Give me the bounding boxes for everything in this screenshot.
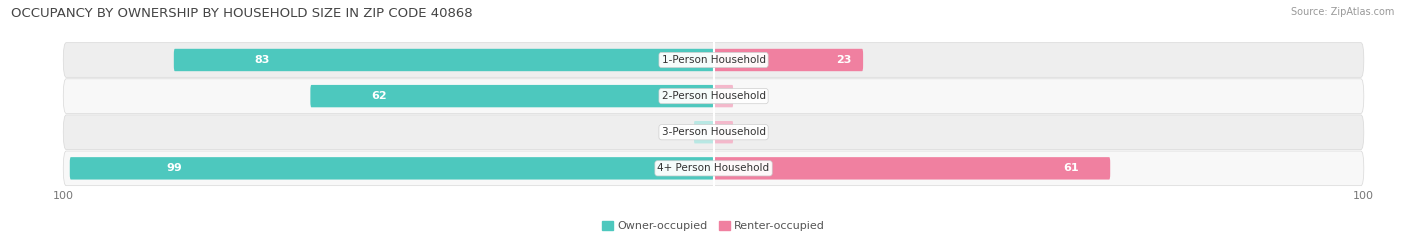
Text: 0: 0 [742,91,749,101]
Text: 0: 0 [678,127,685,137]
Text: 0: 0 [742,127,749,137]
Text: 83: 83 [254,55,270,65]
Text: 61: 61 [1063,163,1078,173]
FancyBboxPatch shape [70,157,713,180]
FancyBboxPatch shape [713,121,733,144]
FancyBboxPatch shape [63,79,1364,113]
Text: Source: ZipAtlas.com: Source: ZipAtlas.com [1291,7,1395,17]
Text: 4+ Person Household: 4+ Person Household [658,163,769,173]
FancyBboxPatch shape [713,85,733,107]
Text: 3-Person Household: 3-Person Household [662,127,765,137]
FancyBboxPatch shape [713,157,1111,180]
Legend: Owner-occupied, Renter-occupied: Owner-occupied, Renter-occupied [598,217,830,233]
Text: 1-Person Household: 1-Person Household [662,55,765,65]
FancyBboxPatch shape [311,85,713,107]
Text: 62: 62 [371,91,387,101]
FancyBboxPatch shape [63,151,1364,186]
FancyBboxPatch shape [63,115,1364,150]
FancyBboxPatch shape [713,49,863,71]
Text: OCCUPANCY BY OWNERSHIP BY HOUSEHOLD SIZE IN ZIP CODE 40868: OCCUPANCY BY OWNERSHIP BY HOUSEHOLD SIZE… [11,7,472,20]
Text: 2-Person Household: 2-Person Household [662,91,765,101]
FancyBboxPatch shape [174,49,713,71]
FancyBboxPatch shape [63,43,1364,77]
Text: 99: 99 [166,163,183,173]
FancyBboxPatch shape [695,121,713,144]
Text: 23: 23 [835,55,851,65]
